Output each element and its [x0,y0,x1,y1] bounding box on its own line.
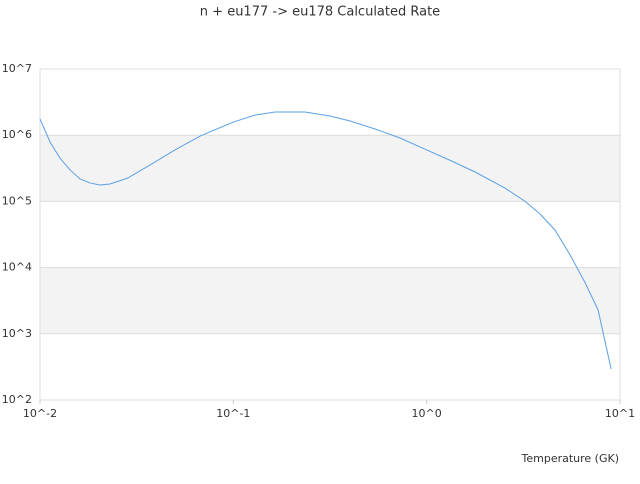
y-tick-label: 10^5 [2,194,32,207]
grid-band [40,135,620,202]
y-tick-label: 10^4 [2,261,32,274]
y-tick-label: 10^3 [2,327,32,340]
x-tick-label: 10^1 [605,407,635,420]
x-tick-label: 10^-1 [216,407,250,420]
y-tick-label: 10^6 [2,128,32,141]
line [39,111,612,370]
y-tick-label: 10^7 [2,62,32,75]
chart-title: n + eu177 -> eu178 Calculated Rate [200,5,440,20]
x-axis-label: Temperature (GK) [521,452,620,465]
grid-band [40,267,620,334]
x-tick-label: 10^0 [412,407,442,420]
y-tick-label: 10^2 [2,393,32,406]
x-tick-label: 10^-2 [23,407,57,420]
